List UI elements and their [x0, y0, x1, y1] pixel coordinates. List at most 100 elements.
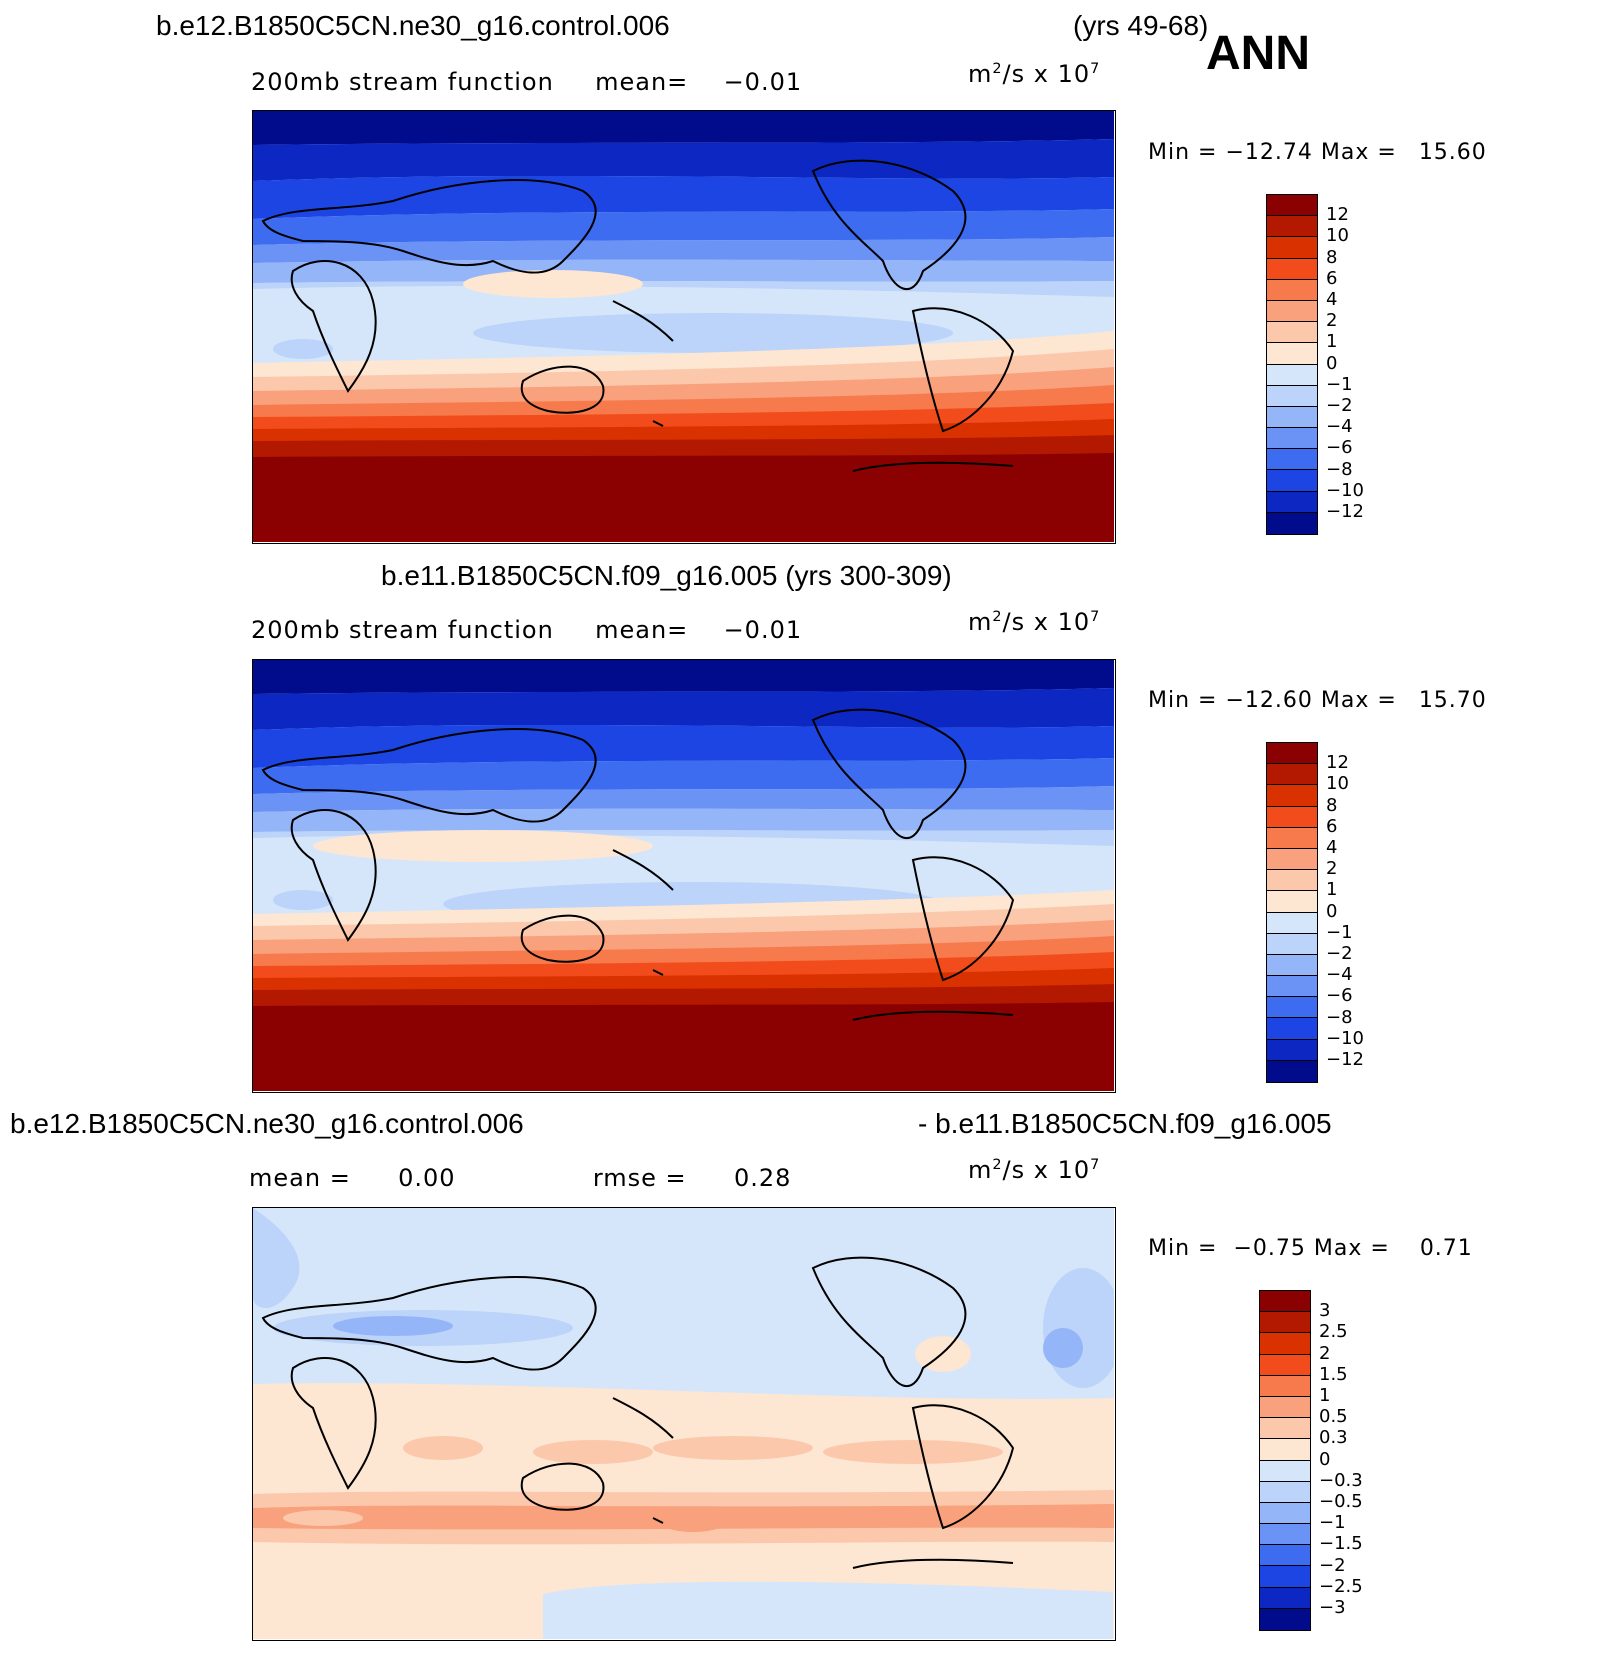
panel1-colorbar-color-box — [1267, 364, 1317, 386]
panel3-colorbar-tick-label: −1.5 — [1319, 1533, 1363, 1555]
panel1-colorbar-tick-label: −12 — [1326, 501, 1364, 522]
panel3-colorbar-tick-label: 2 — [1319, 1342, 1331, 1364]
panel1-map-svg — [253, 111, 1114, 542]
panel2-colorbar-tick-label: 12 — [1326, 752, 1349, 774]
panel2-colorbar-tick-label: 6 — [1326, 815, 1338, 837]
panel3-subtitle: mean = 0.00 rmse = 0.28 — [249, 1164, 791, 1192]
panel1-colorbar-color-box — [1267, 237, 1317, 259]
panel3-colorbar-color-box — [1260, 1312, 1310, 1334]
panel1-colorbar-tick-label: 12 — [1326, 204, 1349, 226]
panel1-colorbar-tick-label: −6 — [1326, 437, 1353, 459]
panel2-colorbar-tick-label: −1 — [1326, 921, 1353, 943]
panel2-colorbar-color-box — [1267, 827, 1317, 849]
panel2-units: m2/s x 107 — [968, 608, 1101, 636]
panel3-colorbar-color-box — [1260, 1396, 1310, 1419]
panel3-colorbar-tick-label: 1 — [1319, 1385, 1331, 1406]
panel3-colorbar-color-box — [1260, 1375, 1310, 1397]
panel2-colorbar-tick-label: −8 — [1326, 1006, 1353, 1028]
panel2-colorbar-tick-label: 8 — [1326, 794, 1338, 816]
panel3-colorbar-color-box — [1260, 1460, 1310, 1482]
panel3-map-svg — [253, 1208, 1114, 1639]
panel3-colorbar-color-box — [1260, 1418, 1310, 1440]
panel3-colorbar-color-box — [1260, 1439, 1310, 1461]
panel1-colorbar-color-box — [1267, 195, 1317, 217]
panel3-colorbar-color-box — [1260, 1333, 1310, 1355]
panel3-colorbar-color-box — [1260, 1608, 1310, 1630]
panel3-rmse-value: 0.28 — [733, 1164, 792, 1192]
panel3-colorbar-tick-label: −2.5 — [1319, 1575, 1363, 1597]
panel2-colorbar-color-box — [1267, 954, 1317, 977]
case2-title: b.e11.B1850C5CN.f09_g16.005 (yrs 300-309… — [381, 560, 952, 591]
panel2-colorbar-color-box — [1267, 933, 1317, 955]
panel2-colorbar-color-box — [1267, 1018, 1317, 1040]
panel2-colorbar-color-box — [1267, 743, 1317, 765]
panel1-colorbar-tick-label: −4 — [1326, 416, 1353, 438]
panel3-colorbar-color-box — [1260, 1502, 1310, 1525]
panel2-subtitle: 200mb stream function mean= −0.01 — [251, 616, 802, 644]
panel3-units: m2/s x 107 — [968, 1156, 1101, 1184]
panel2-colorbar-color-box — [1267, 997, 1317, 1019]
panel3-colorbar-tick-label: 2.5 — [1319, 1321, 1348, 1343]
panel2-colorbar-color-box — [1267, 891, 1317, 913]
panel2-colorbar-boxes — [1266, 742, 1318, 1083]
panel3-colorbar: 3 2.5 2 1.5 1 0.5 0.3 0 −0.3 −0.5 −1 −1.5 −2 −2.5 −3 — [1259, 1290, 1363, 1631]
panel2-colorbar-color-box — [1267, 785, 1317, 807]
panel3-colorbar-tick-label: −0.5 — [1319, 1491, 1363, 1512]
panel1-colorbar-boxes — [1266, 194, 1318, 535]
panel1-units: m2/s x 107 — [968, 60, 1101, 88]
panel3-colorbar-color-box — [1260, 1291, 1310, 1313]
panel1-colorbar-tick-label: 0 — [1326, 352, 1338, 374]
panel3-colorbar-color-box — [1260, 1354, 1310, 1376]
panel1-colorbar-color-box — [1267, 343, 1317, 365]
panel3-colorbar-tick-label: −2 — [1319, 1554, 1346, 1576]
panel1-mean-value: −0.01 — [723, 68, 803, 96]
panel1-colorbar-color-box — [1267, 449, 1317, 471]
panel3-colorbar-color-box — [1260, 1481, 1310, 1503]
panel3-colorbar-tick-label: 0.3 — [1319, 1427, 1348, 1449]
panel2-colorbar-tick-label: −2 — [1326, 943, 1353, 964]
panel2-mean-label: mean= — [595, 616, 689, 644]
panel2-colorbar-color-box — [1267, 1060, 1317, 1082]
panel1-colorbar-tick-label: 1 — [1326, 331, 1338, 353]
panel1-colorbar-color-box — [1267, 385, 1317, 407]
panel1-colorbar-tick-label: 2 — [1326, 310, 1338, 332]
panel3-colorbar-color-box — [1260, 1524, 1310, 1546]
panel1-colorbar-color-box — [1267, 300, 1317, 323]
panel3-colorbar-color-box — [1260, 1566, 1310, 1588]
panel3-rmse-label: rmse = — [592, 1164, 687, 1192]
panel3-colorbar-color-box — [1260, 1545, 1310, 1567]
panel2-colorbar-tick-label: 1 — [1326, 879, 1338, 901]
panel1-colorbar-color-box — [1267, 491, 1317, 513]
panel3-map — [252, 1207, 1116, 1641]
panel2-colorbar-tick-label: 4 — [1326, 837, 1338, 858]
panel1-colorbar-color-box — [1267, 279, 1317, 301]
panel1-field-name: 200mb stream function — [251, 68, 554, 96]
panel2-mean-value: −0.01 — [723, 616, 803, 644]
panel3-colorbar-tick-label: −1 — [1319, 1512, 1346, 1534]
panel2-colorbar-color-box — [1267, 1039, 1317, 1061]
panel2-colorbar-tick-label: 0 — [1326, 900, 1338, 922]
panel1-colorbar-color-box — [1267, 512, 1317, 534]
panel3-minmax: Min = −0.75 Max = 0.71 — [1148, 1236, 1473, 1261]
panel2-colorbar-tick-label: 10 — [1326, 773, 1349, 795]
panel3-colorbar-boxes — [1259, 1290, 1311, 1631]
panel1-mean-label: mean= — [595, 68, 689, 96]
panel2-colorbar-tick-label: −12 — [1326, 1049, 1364, 1070]
panel2-colorbar-color-box — [1267, 870, 1317, 892]
panel1-colorbar-tick-label: −10 — [1326, 479, 1364, 501]
season-label: ANN — [1206, 27, 1310, 80]
panel2-minmax: Min = −12.60 Max = 15.70 — [1148, 688, 1487, 713]
case1-title: b.e12.B1850C5CN.ne30_g16.control.006 — [156, 10, 670, 41]
panel2-colorbar-color-box — [1267, 912, 1317, 934]
case1-years: (yrs 49-68) — [1073, 10, 1209, 41]
panel3-mean-value: 0.00 — [398, 1164, 456, 1192]
panel1-minmax: Min = −12.74 Max = 15.60 — [1148, 140, 1487, 165]
panel2-colorbar-tick-label: −10 — [1326, 1027, 1364, 1049]
panel1-colorbar-color-box — [1267, 258, 1317, 280]
panel1-subtitle: 200mb stream function mean= −0.01 — [251, 68, 802, 96]
panel1-colorbar-tick-label: 8 — [1326, 246, 1338, 268]
panel1-colorbar-color-box — [1267, 428, 1317, 450]
diff-title-right: - b.e11.B1850C5CN.f09_g16.005 — [918, 1108, 1332, 1139]
panel1-map — [252, 110, 1116, 544]
panel3-colorbar-color-box — [1260, 1587, 1310, 1609]
